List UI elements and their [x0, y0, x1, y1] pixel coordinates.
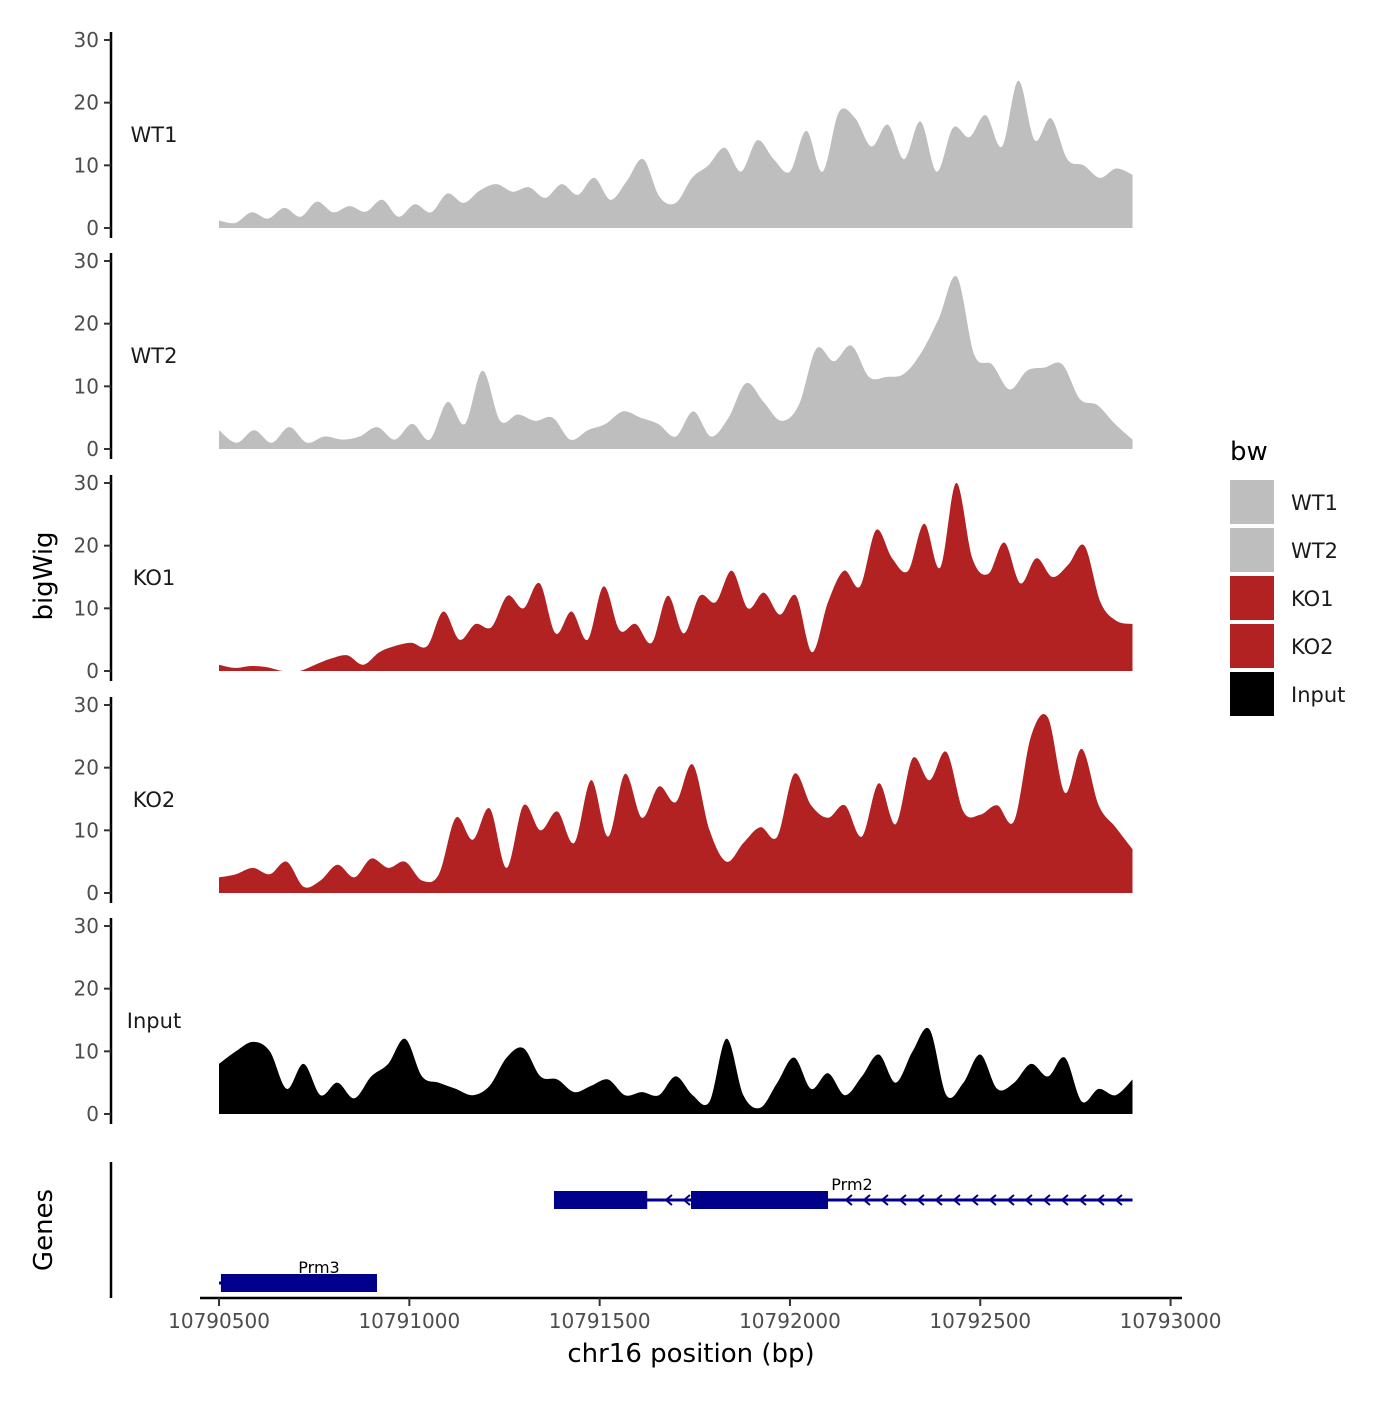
legend-label: WT1	[1291, 491, 1338, 515]
signal-tracks: 0 10 20 30 WT1 0 10 20 30 WT2 0 10 20 30 KO1 0 10 20 30 KO2…	[74, 28, 1133, 1126]
track-ko1: 0 10 20 30 KO1	[74, 471, 1133, 683]
strand-arrow	[1096, 1194, 1105, 1206]
y-tick-label: 20	[74, 756, 99, 780]
strand-arrow	[1006, 1194, 1015, 1206]
legend-item-ko1: KO1	[1230, 576, 1334, 620]
track-ko2: 0 10 20 30 KO2	[74, 693, 1133, 905]
strand-arrow	[1060, 1194, 1069, 1206]
strand-arrow	[1024, 1194, 1033, 1206]
gene-exon	[691, 1191, 829, 1209]
legend-item-wt1: WT1	[1230, 480, 1338, 524]
y-tick-label: 10	[74, 818, 99, 842]
legend-label: KO1	[1291, 587, 1334, 611]
legend-swatch	[1230, 480, 1274, 524]
y-tick-label: 0	[86, 216, 99, 240]
strand-arrow	[880, 1194, 889, 1206]
strand-arrow	[862, 1194, 871, 1206]
gene-prm2: Prm2	[553, 1175, 1133, 1209]
area-wt2	[219, 275, 1133, 449]
strand-arrow	[916, 1194, 925, 1206]
x-tick-label: 10791000	[358, 1309, 460, 1333]
strand-arrow	[898, 1194, 907, 1206]
gene-exon	[220, 1274, 377, 1292]
gene-track: Genes Prm2 Prm3	[29, 1162, 1133, 1298]
track-label-ko1: KO1	[133, 566, 176, 590]
legend-swatch	[1230, 672, 1274, 716]
y-tick-label: 0	[86, 881, 99, 905]
strand-arrow	[988, 1194, 997, 1206]
y-tick-label: 10	[74, 153, 99, 177]
x-tick-label: 10792000	[739, 1309, 841, 1333]
y-axis-title: bigWig	[29, 531, 59, 620]
track-wt1: 0 10 20 30 WT1	[74, 28, 1133, 240]
legend-swatch	[1230, 576, 1274, 620]
x-tick-label: 10790500	[168, 1309, 270, 1333]
area-input	[219, 1027, 1133, 1114]
strand-arrow	[664, 1194, 673, 1206]
track-label-wt2: WT2	[131, 344, 178, 368]
y-tick-label: 10	[74, 374, 99, 398]
legend: bw WT1 WT2 KO1 KO2 Input	[1230, 437, 1345, 716]
y-tick-label: 30	[74, 28, 99, 52]
y-tick-label: 20	[74, 91, 99, 115]
track-input: 0 10 20 30 Input	[74, 914, 1133, 1126]
legend-label: WT2	[1291, 539, 1338, 563]
strand-arrow	[1114, 1194, 1123, 1206]
x-tick-label: 10791500	[549, 1309, 651, 1333]
gene-label: Prm2	[831, 1175, 872, 1194]
track-label-input: Input	[127, 1009, 181, 1033]
legend-swatch	[1230, 528, 1274, 572]
track-wt2: 0 10 20 30 WT2	[74, 249, 1133, 461]
strand-arrow	[1042, 1194, 1051, 1206]
gene-label: Prm3	[298, 1258, 339, 1277]
legend-title: bw	[1230, 437, 1268, 467]
legend-item-input: Input	[1230, 672, 1345, 716]
x-axis-title: chr16 position (bp)	[567, 1339, 814, 1369]
legend-label: KO2	[1291, 635, 1334, 659]
y-tick-label: 30	[74, 471, 99, 495]
strand-arrow	[952, 1194, 961, 1206]
y-tick-label: 10	[74, 1039, 99, 1063]
y-tick-label: 20	[74, 312, 99, 336]
legend-label: Input	[1291, 683, 1345, 707]
y-tick-label: 0	[86, 659, 99, 683]
strand-arrow	[1078, 1194, 1087, 1206]
y-tick-label: 30	[74, 693, 99, 717]
strand-arrow	[934, 1194, 943, 1206]
legend-swatch	[1230, 624, 1274, 668]
legend-item-ko2: KO2	[1230, 624, 1334, 668]
gene-exon	[553, 1191, 648, 1209]
strand-arrow	[682, 1194, 691, 1206]
area-ko2	[219, 714, 1133, 893]
strand-arrow	[970, 1194, 979, 1206]
genes-track-title: Genes	[29, 1189, 59, 1271]
y-tick-label: 30	[74, 249, 99, 273]
legend-item-wt2: WT2	[1230, 528, 1338, 572]
x-axis: chr16 position (bp) 10790500 10791000 1079…	[168, 1296, 1222, 1369]
y-tick-label: 30	[74, 914, 99, 938]
area-wt1	[219, 80, 1133, 228]
track-label-ko2: KO2	[133, 788, 176, 812]
gene-prm3: Prm3	[219, 1258, 377, 1292]
x-tick-label: 10793000	[1120, 1309, 1222, 1333]
y-tick-label: 0	[86, 437, 99, 461]
area-ko1	[219, 482, 1133, 671]
track-label-wt1: WT1	[131, 123, 178, 147]
x-tick-label: 10792500	[929, 1309, 1031, 1333]
y-tick-label: 20	[74, 977, 99, 1001]
y-tick-label: 0	[86, 1102, 99, 1126]
y-tick-label: 10	[74, 596, 99, 620]
strand-arrow	[844, 1194, 853, 1206]
y-tick-label: 20	[74, 534, 99, 558]
